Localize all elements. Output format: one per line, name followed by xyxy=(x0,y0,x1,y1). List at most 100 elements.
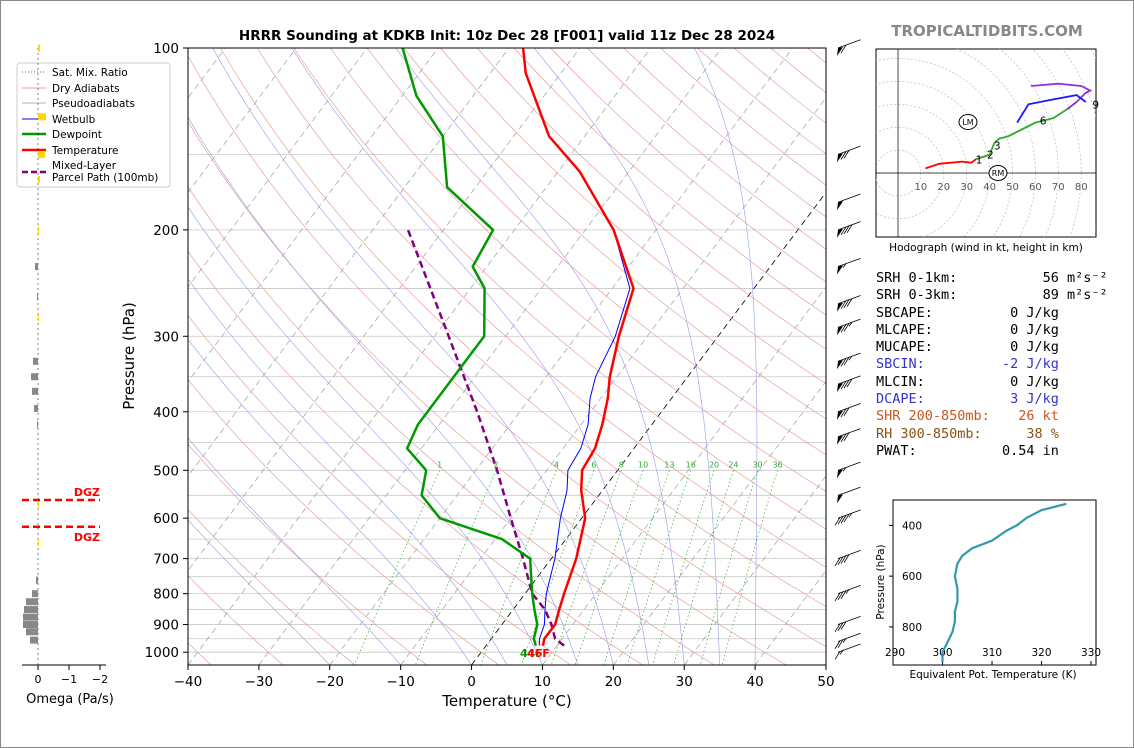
dry-adiabat xyxy=(403,48,826,420)
omega-bar xyxy=(36,576,38,584)
surface-temperature-label: 46F xyxy=(527,647,550,660)
wind-barb xyxy=(834,632,861,649)
wind-barb xyxy=(837,375,861,393)
dry-adiabat xyxy=(366,48,826,456)
pressure-tick-label: 400 xyxy=(153,405,179,421)
hodograph-height-label: 9 xyxy=(1092,99,1099,111)
hodograph-caption: Hodograph (wind in kt, height in km) xyxy=(889,242,1083,254)
index-row: RH 300-850mb: 38 % xyxy=(876,426,1126,443)
index-value: 0 J/kg xyxy=(1002,339,1059,356)
omega-bar xyxy=(38,501,39,509)
theta-e-line xyxy=(941,502,1067,663)
dry-adiabat xyxy=(188,575,284,665)
mixing-ratio-label: 4 xyxy=(554,460,559,469)
isotherm xyxy=(0,48,13,665)
hodograph-ring-label: 40 xyxy=(983,182,996,193)
index-label: SRH 0-3km: xyxy=(876,287,958,304)
omega-xlabel: Omega (Pa/s) xyxy=(26,692,114,707)
index-label: RH 300-850mb: xyxy=(876,425,982,442)
dry-adiabat xyxy=(188,186,715,665)
hodograph-segment-upper xyxy=(1016,94,1087,124)
skewt-background-lines xyxy=(0,48,826,665)
pseudoadiabat xyxy=(694,48,758,665)
temperature-tick-label: −30 xyxy=(245,674,274,690)
mixing-ratio-line xyxy=(414,470,497,665)
pseudoadiabat xyxy=(188,116,579,665)
mixing-ratio-label: 1 xyxy=(437,460,442,469)
mixing-ratio-label: 6 xyxy=(591,460,596,469)
hodograph-ring-label: 10 xyxy=(915,182,928,193)
theta-e-xtick-label: 330 xyxy=(1081,647,1101,659)
isotherm xyxy=(188,48,510,477)
mixing-ratio-line xyxy=(673,470,734,665)
dgz-label: DGZ xyxy=(74,531,100,544)
pseudoadiabat xyxy=(188,278,508,665)
omega-bar xyxy=(31,373,38,381)
skewt-ylabel: Pressure (hPa) xyxy=(120,302,138,410)
omega-bar xyxy=(26,598,38,606)
wind-barb xyxy=(837,486,861,504)
pressure-tick-label: 1000 xyxy=(145,645,179,661)
pressure-tick-label: 500 xyxy=(153,463,179,479)
index-value: 89 m²s⁻² xyxy=(1002,287,1108,304)
wind-barb xyxy=(837,428,861,445)
mixing-ratio-label: 36 xyxy=(772,460,782,469)
temperature-line xyxy=(521,48,635,646)
hodograph-ring-label: 70 xyxy=(1052,182,1065,193)
isotherm xyxy=(188,48,297,194)
omega-bar xyxy=(38,150,45,158)
temperature-tick-label: −20 xyxy=(316,674,345,690)
index-value: 0 J/kg xyxy=(1002,373,1059,390)
dewpoint-line xyxy=(401,48,539,646)
index-value: 56 m²s⁻² xyxy=(1002,270,1108,286)
pseudoadiabat xyxy=(188,338,472,665)
mixing-ratio-label: 30 xyxy=(752,460,762,469)
dry-adiabat xyxy=(476,48,826,350)
wind-barb xyxy=(837,193,861,211)
omega-bar xyxy=(37,421,38,429)
dry-adiabat xyxy=(220,48,826,607)
wind-barb xyxy=(837,403,861,420)
dry-adiabat xyxy=(513,48,826,316)
pseudoadiabat xyxy=(188,437,401,665)
mixing-ratio-line xyxy=(626,470,692,665)
storm-motion-marker xyxy=(988,165,1008,181)
theta-e-xtick-label: 310 xyxy=(982,647,1002,659)
index-value: 0 J/kg xyxy=(1002,321,1059,338)
index-value: 0.54 in xyxy=(1002,442,1059,459)
hodograph-ring-label: 60 xyxy=(1029,182,1042,193)
pressure-tick-label: 300 xyxy=(153,329,179,345)
wind-barb xyxy=(837,257,861,275)
dry-adiabat xyxy=(188,121,787,665)
mixing-ratio-line xyxy=(721,470,778,665)
mixing-ratio-label: 20 xyxy=(709,460,719,469)
indices-table: SRH 0-1km: 56 m²s⁻² SRH 0-3km: 89 m²s⁻² SB… xyxy=(876,270,1126,460)
mixing-ratio-label: 13 xyxy=(664,460,674,469)
temperature-tick-label: −40 xyxy=(174,674,203,690)
storm-motion-label: LM xyxy=(962,118,973,127)
pressure-tick-label: 100 xyxy=(153,41,179,57)
wind-barb xyxy=(834,550,861,567)
wind-barb xyxy=(837,145,861,163)
omega-bar xyxy=(38,44,40,52)
theta-e-plot xyxy=(941,502,1067,663)
theta-e-frame xyxy=(892,499,1097,666)
omega-bar xyxy=(26,628,38,636)
wind-barb xyxy=(834,643,861,660)
hodograph-ring-label: 20 xyxy=(937,182,950,193)
skewt-axes: 1 2 4 6 8 10 13 16 20 24 30 36100200300400500600700… xyxy=(145,41,835,690)
chart-title: HRRR Sounding at KDKB Init: 10z Dec 28 [… xyxy=(239,28,775,44)
index-value: 0 J/kg xyxy=(1002,304,1059,321)
pressure-tick-label: 700 xyxy=(153,552,179,568)
theta-e-xtick-label: 290 xyxy=(885,647,905,659)
index-label: SBCAPE: xyxy=(876,304,933,321)
isotherm xyxy=(329,48,793,665)
mixing-ratio-label: 24 xyxy=(728,460,738,469)
index-row: SHR 200-850mb: 26 kt xyxy=(876,408,1126,425)
legend-dewpoint: Dewpoint xyxy=(52,129,102,141)
index-row: SRH 0-3km: 89 m²s⁻² xyxy=(876,287,1126,304)
temperature-tick-label: −10 xyxy=(386,674,415,690)
theta-e-ytick-label: 600 xyxy=(902,571,922,583)
index-label: MLCIN: xyxy=(876,373,925,390)
